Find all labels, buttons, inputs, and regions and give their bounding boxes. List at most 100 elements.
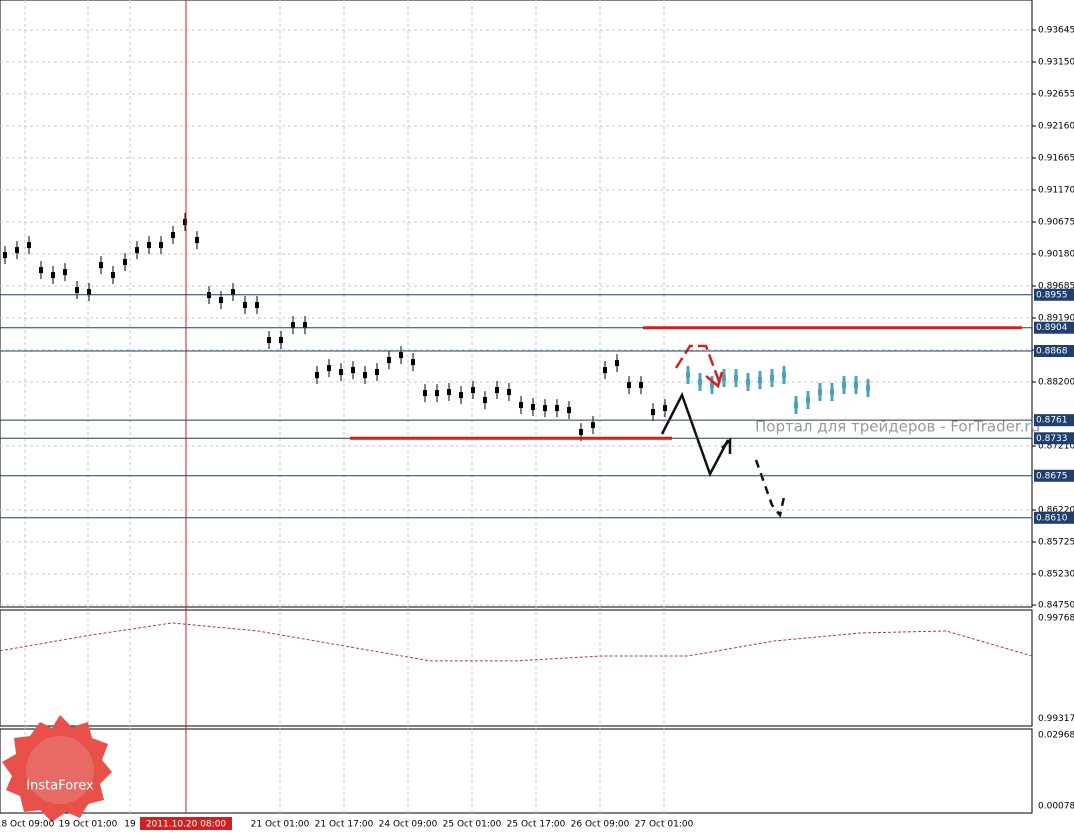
- price-body: [579, 429, 583, 436]
- price-body: [603, 367, 607, 374]
- level-label: 0.8733: [1036, 434, 1068, 444]
- x-tick-label: 24 Oct 09:00: [379, 820, 438, 830]
- price-body: [483, 397, 487, 404]
- level-label: 0.8610: [1036, 513, 1068, 523]
- price-body: [327, 365, 331, 372]
- price-body: [15, 247, 19, 254]
- price-body: [746, 379, 750, 386]
- price-body: [423, 390, 427, 397]
- price-body: [555, 405, 559, 412]
- level-box: [1034, 321, 1074, 334]
- price-body: [686, 372, 690, 379]
- price-body: [698, 379, 702, 386]
- price-body: [27, 242, 31, 249]
- watermark: Портал для трейдеров - ForTrader.ru: [755, 418, 1040, 436]
- x-tick-label: 19 Oct 01:00: [59, 820, 118, 830]
- y-tick-label: 0.93645: [1038, 26, 1074, 36]
- grid: [0, 0, 1032, 813]
- price-body: [387, 357, 391, 364]
- price-body: [710, 382, 714, 389]
- level-box: [1034, 511, 1074, 524]
- level-box: [1034, 288, 1074, 301]
- x-tick-label: 27 Oct 01:00: [635, 820, 694, 830]
- price-body: [171, 232, 175, 239]
- y-tick-label: 0.88200: [1038, 378, 1074, 388]
- price-body: [770, 375, 774, 382]
- price-body: [255, 302, 259, 309]
- logo: InstaForex: [2, 715, 112, 822]
- y-tick-label: 0.91170: [1038, 186, 1074, 196]
- indicator-tick-label: 0.99317: [1038, 714, 1074, 724]
- price-body: [531, 404, 535, 411]
- y-tick-label: 0.87210: [1038, 442, 1074, 452]
- x-tick-label: 25 Oct 01:00: [443, 820, 502, 830]
- price-body: [363, 372, 367, 379]
- price-body: [87, 289, 91, 296]
- y-tick-label: 0.89190: [1038, 314, 1074, 324]
- price-body: [591, 422, 595, 429]
- level-box: [1034, 414, 1074, 427]
- level-label: 0.8868: [1036, 347, 1068, 357]
- price-body: [639, 382, 643, 389]
- price-body: [63, 269, 67, 276]
- price-body: [147, 242, 151, 249]
- price-body: [243, 302, 247, 309]
- main-panel: [0, 0, 1033, 608]
- price-body: [567, 407, 571, 414]
- price-body: [758, 377, 762, 384]
- price-body: [3, 252, 7, 259]
- price-body: [495, 387, 499, 394]
- price-body: [99, 262, 103, 269]
- price-body: [135, 247, 139, 254]
- price-body: [183, 219, 187, 226]
- price-body: [806, 397, 810, 404]
- price-body: [842, 382, 846, 389]
- price-body: [435, 390, 439, 397]
- price-body: [159, 242, 163, 249]
- price-body: [351, 367, 355, 374]
- marks: [0, 213, 1033, 662]
- volume-tick-label: 0.02968: [1038, 731, 1074, 741]
- y-tick-label: 0.89685: [1038, 282, 1074, 292]
- price-body: [303, 322, 307, 329]
- price-body: [627, 382, 631, 389]
- y-tick-label: 0.92160: [1038, 122, 1074, 132]
- price-body: [75, 287, 79, 294]
- price-body: [411, 359, 415, 366]
- y-tick-label: 0.91665: [1038, 154, 1074, 164]
- price-body: [615, 360, 619, 367]
- x-tick-label: 18 Oct 09:00: [0, 820, 55, 830]
- y-tick-label: 0.86220: [1038, 506, 1074, 516]
- price-body: [830, 389, 834, 396]
- price-body: [722, 375, 726, 382]
- price-body: [854, 382, 858, 389]
- price-body: [195, 237, 199, 244]
- price-body: [291, 322, 295, 329]
- level-box: [1034, 469, 1074, 482]
- price-body: [51, 272, 55, 279]
- x-tick-label: 2011.10.20 08:00: [146, 820, 227, 830]
- price-body: [375, 369, 379, 376]
- x-tick-label: 19: [124, 820, 136, 830]
- price-body: [543, 405, 547, 412]
- y-tick-label: 0.85725: [1038, 538, 1074, 548]
- price-body: [315, 372, 319, 379]
- price-body: [39, 267, 43, 274]
- level-label: 0.8761: [1036, 416, 1068, 426]
- price-body: [231, 289, 235, 296]
- x-tick-label: 21 Oct 01:00: [251, 820, 310, 830]
- price-body: [651, 409, 655, 416]
- level-label: 0.8955: [1036, 290, 1068, 300]
- volume-tick-label: 0.00078: [1038, 802, 1074, 812]
- level-label: 0.8675: [1036, 471, 1068, 481]
- price-body: [782, 372, 786, 379]
- y-tick-label: 0.84750: [1038, 601, 1074, 611]
- indicator-panel: [0, 609, 1033, 727]
- price-body: [818, 389, 822, 396]
- y-tick-label: 0.85230: [1038, 570, 1074, 580]
- price-body: [866, 385, 870, 392]
- level-box: [1034, 345, 1074, 358]
- y-tick-label: 0.90180: [1038, 250, 1074, 260]
- price-body: [339, 369, 343, 376]
